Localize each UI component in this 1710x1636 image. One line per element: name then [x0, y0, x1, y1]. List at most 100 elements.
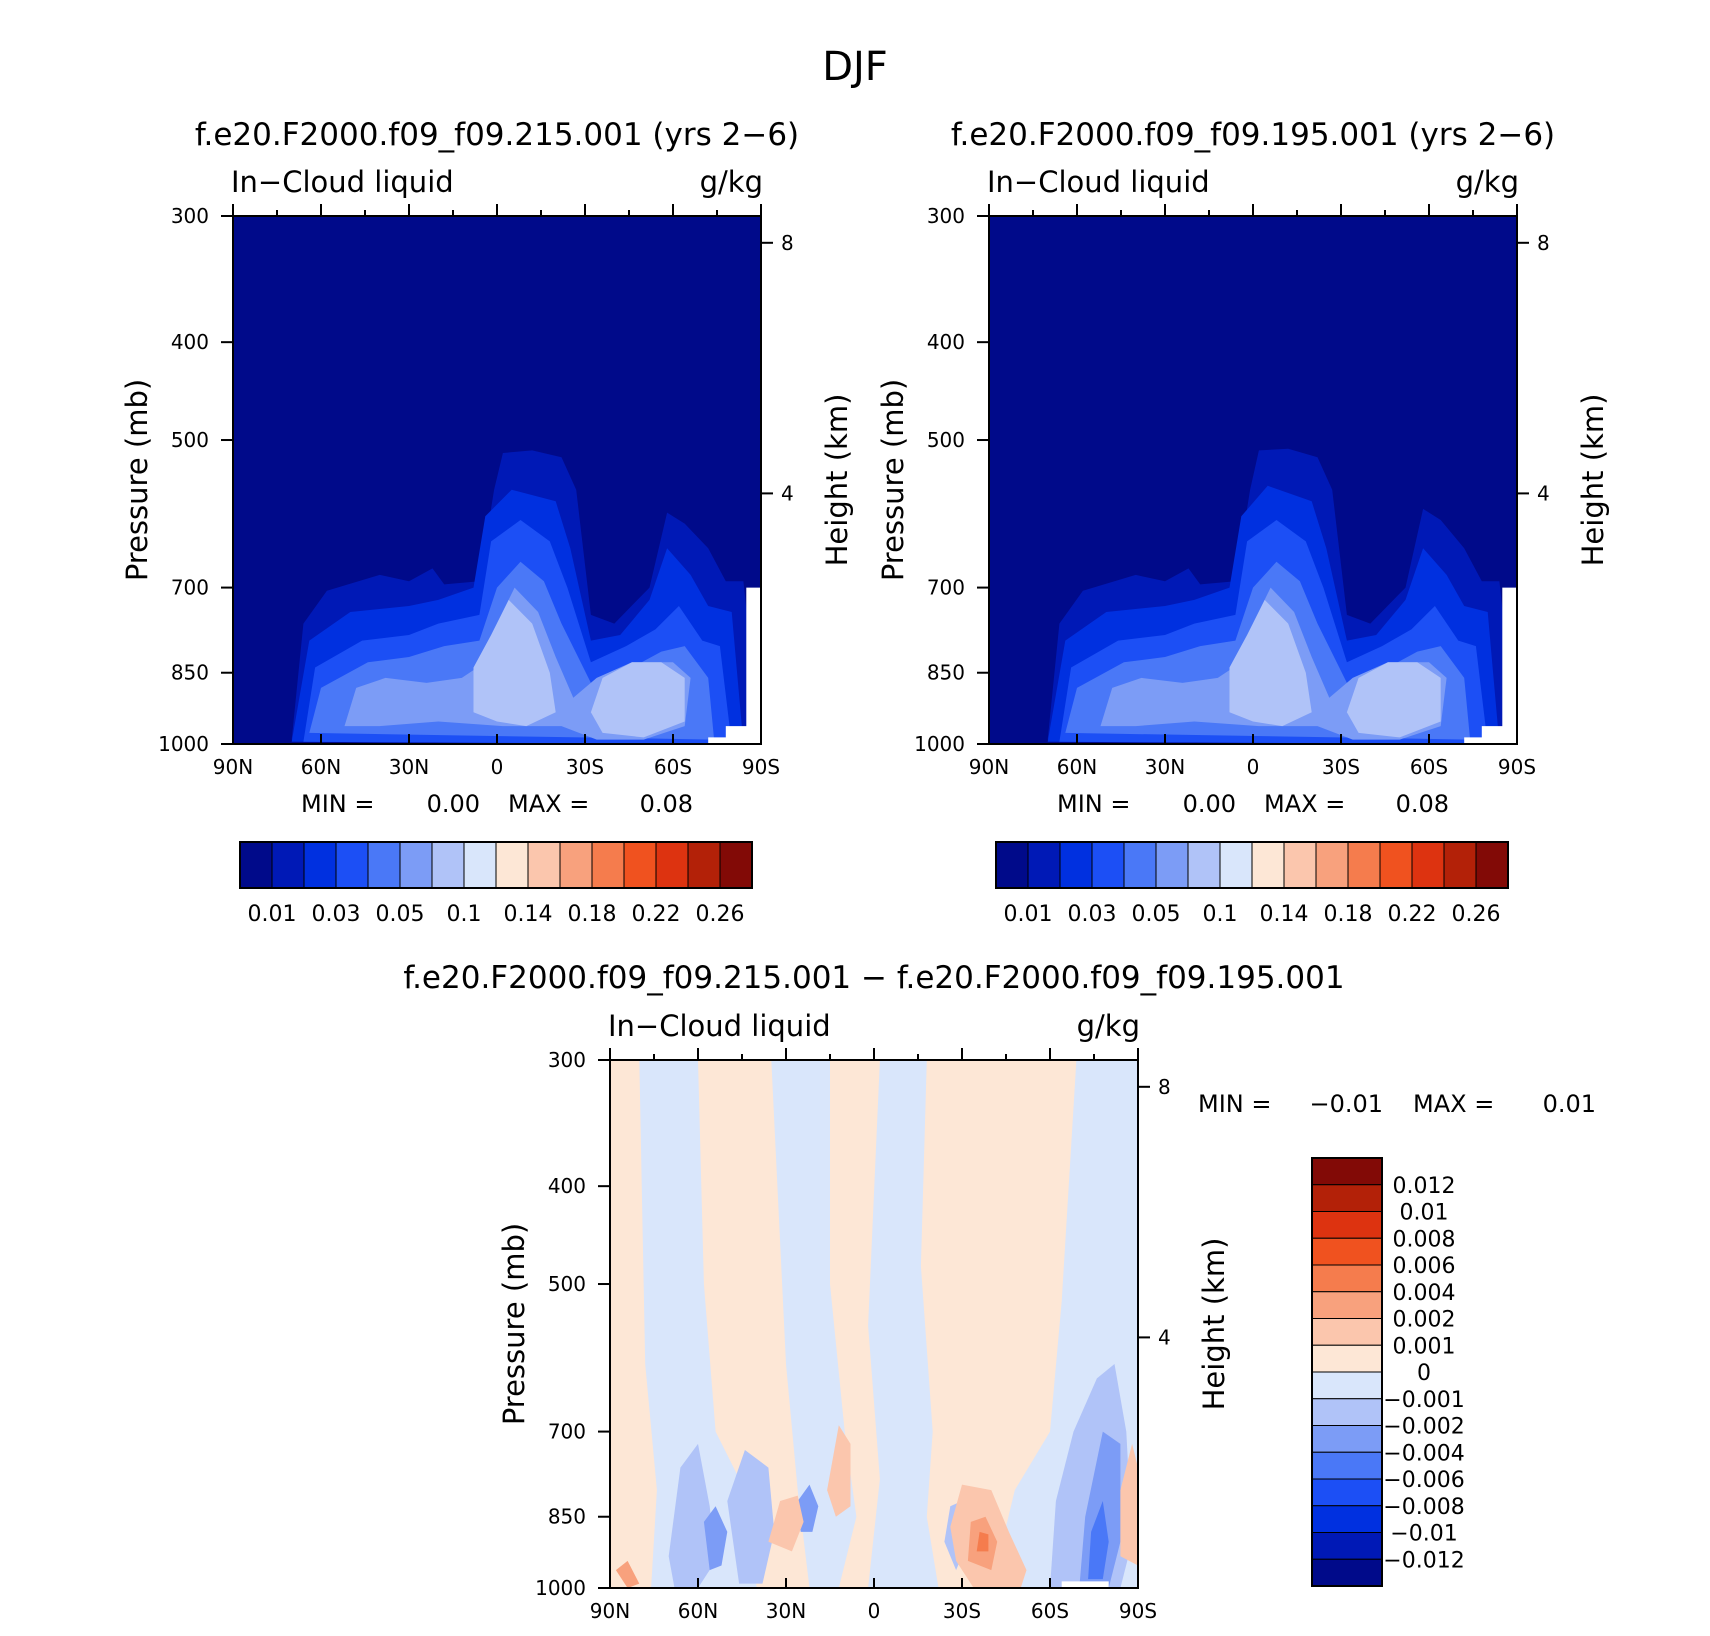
colorbar-swatch: [1411, 841, 1445, 889]
colorbar: 0.01 0.03 0.05 0.1 0.14 0.18 0.22 0.26: [239, 841, 753, 927]
colorbar-label: 0.01: [1004, 902, 1053, 927]
colorbar-frame: [239, 841, 753, 889]
colorbar-swatch: [1475, 841, 1509, 889]
contour-region: [768, 1495, 804, 1552]
x-tick-label: 90N: [213, 755, 253, 779]
colorbar-swatch: [1251, 841, 1285, 889]
x-tick-label: 0: [1247, 755, 1260, 779]
min-value: 0.00: [427, 790, 480, 818]
colorbar-label: −0.008: [1383, 1495, 1464, 1520]
colorbar-label: 0.05: [1132, 902, 1181, 927]
colorbar-label: 0.008: [1393, 1227, 1456, 1252]
x-tick-label: 60S: [1031, 1599, 1069, 1623]
colorbar-label: 0.14: [504, 902, 553, 927]
contour-region: [1229, 599, 1312, 727]
y-tick-label: 300: [927, 204, 965, 228]
colorbar-swatch: [1311, 1398, 1383, 1426]
colorbar-swatch: [687, 841, 721, 889]
colorbar-swatch: [1315, 841, 1349, 889]
contour-region: [976, 1531, 989, 1552]
contour-region: [473, 599, 556, 727]
colorbar-label: 0.1: [1203, 902, 1238, 927]
colorbar-label: 0.01: [248, 902, 297, 927]
colorbar-swatch: [1091, 841, 1125, 889]
x-tick-label: 60S: [654, 755, 692, 779]
y-axis-label: Pressure (mb): [876, 379, 910, 581]
contour-region: [639, 1060, 757, 1588]
colorbar-label: 0.1: [447, 902, 482, 927]
panel3: 90N 60N 30N 0 30S 60S 90S 300 400 500 700 850 1000 8 4…: [403, 960, 1596, 1623]
contour-region: [668, 1443, 716, 1588]
colorbar-swatch: [1311, 1425, 1383, 1453]
contour-region: [827, 1425, 851, 1517]
missing-data-region: [708, 587, 761, 744]
y2-axis-label: Height (km): [1197, 1238, 1231, 1411]
x-tick-label: 60N: [301, 755, 341, 779]
colorbar-label: 0.01: [1400, 1201, 1449, 1226]
colorbar-label: −0.002: [1383, 1415, 1464, 1440]
panel-title: f.e20.F2000.f09_f09.215.001 − f.e20.F200…: [403, 960, 1344, 996]
panel2: 90N 60N 30N 0 30S 60S 90S 300 400 500 700 850 1000 8 4…: [876, 117, 1610, 927]
colorbar-label: 0.14: [1260, 902, 1309, 927]
colorbar-swatch: [1155, 841, 1189, 889]
x-tick-label: 0: [868, 1599, 881, 1623]
y-tick-label: 700: [171, 576, 209, 600]
colorbar-label: 0.03: [1068, 902, 1117, 927]
colorbar-swatch: [527, 841, 561, 889]
y-tick-label: 700: [927, 576, 965, 600]
colorbar-frame: [1311, 1157, 1383, 1587]
colorbar: 0.0120.010.0080.0060.0040.0020.0010−0.00…: [1311, 1157, 1465, 1587]
contours: [291, 450, 761, 744]
x-tick-label: 90S: [742, 755, 780, 779]
colorbar-swatch: [1059, 841, 1093, 889]
panel-title: f.e20.F2000.f09_f09.195.001 (yrs 2−6): [951, 117, 1555, 153]
x-tick-label: 60N: [1057, 755, 1097, 779]
y-tick-label: 400: [171, 330, 209, 354]
max-label: MAX =: [508, 790, 589, 818]
x-tick-label: 60S: [1410, 755, 1448, 779]
min-label: MIN =: [1057, 790, 1130, 818]
x-tick-label: 30N: [389, 755, 429, 779]
colorbar-swatch: [367, 841, 401, 889]
colorbar-label: 0.05: [376, 902, 425, 927]
contour-region: [868, 1060, 939, 1588]
y-tick-label: 400: [548, 1174, 586, 1198]
colorbar-label: 0.012: [1393, 1174, 1456, 1199]
contours: [1047, 448, 1517, 744]
y-tick-label: 1000: [914, 732, 965, 756]
colorbar-swatch: [1379, 841, 1413, 889]
x-tick-label: 30S: [943, 1599, 981, 1623]
colorbar-swatch: [1311, 1211, 1383, 1239]
colorbar-label: −0.012: [1383, 1548, 1464, 1573]
colorbar-swatch: [1219, 841, 1253, 889]
colorbar-swatch: [1311, 1478, 1383, 1507]
x-tick-label: 30S: [566, 755, 604, 779]
y2-axis-label: Height (km): [1576, 394, 1610, 567]
colorbar-label: −0.006: [1383, 1468, 1464, 1493]
x-tick-label: 30N: [1145, 755, 1185, 779]
colorbar-swatch: [655, 841, 689, 889]
page-title: DJF: [822, 44, 888, 90]
y-tick-label: 700: [548, 1420, 586, 1444]
y2-tick-label: 4: [781, 481, 794, 505]
colorbar-swatch: [719, 841, 753, 889]
y-tick-label: 500: [171, 428, 209, 452]
units-label: g/kg: [1077, 1009, 1140, 1043]
colorbar-swatch: [1283, 841, 1317, 889]
y2-tick-label: 4: [1158, 1325, 1171, 1349]
max-value: 0.08: [1396, 790, 1449, 818]
variable-label: In−Cloud liquid: [987, 165, 1210, 199]
colorbar-swatch: [1311, 1291, 1383, 1319]
colorbar-label: 0.001: [1393, 1334, 1456, 1359]
units-label: g/kg: [1456, 165, 1519, 199]
colorbar-swatch: [1443, 841, 1477, 889]
y2-tick-label: 8: [781, 231, 794, 255]
colorbar-swatch: [1123, 841, 1157, 889]
max-value: 0.01: [1543, 1090, 1596, 1118]
colorbar-label: −0.001: [1383, 1388, 1464, 1413]
y2-tick-label: 4: [1537, 481, 1550, 505]
variable-label: In−Cloud liquid: [231, 165, 454, 199]
y-tick-label: 300: [171, 204, 209, 228]
contour-region: [703, 1506, 728, 1571]
